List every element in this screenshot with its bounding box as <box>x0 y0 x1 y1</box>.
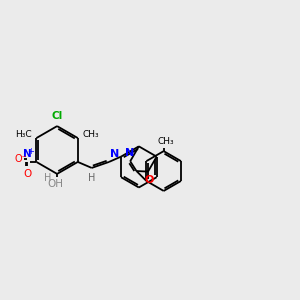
Text: O: O <box>144 175 153 185</box>
Text: CH₃: CH₃ <box>83 130 99 139</box>
Text: O: O <box>23 169 32 179</box>
Text: H: H <box>88 173 95 183</box>
Text: H: H <box>44 173 52 183</box>
Text: N: N <box>110 149 120 159</box>
Text: H₃C: H₃C <box>15 130 32 139</box>
Text: N: N <box>23 149 32 159</box>
Text: Cl: Cl <box>52 111 63 121</box>
Text: O⁻: O⁻ <box>14 154 27 164</box>
Text: OH: OH <box>47 179 63 189</box>
Text: +: + <box>27 147 34 156</box>
Text: N: N <box>125 148 134 158</box>
Text: CH₃: CH₃ <box>157 137 174 146</box>
